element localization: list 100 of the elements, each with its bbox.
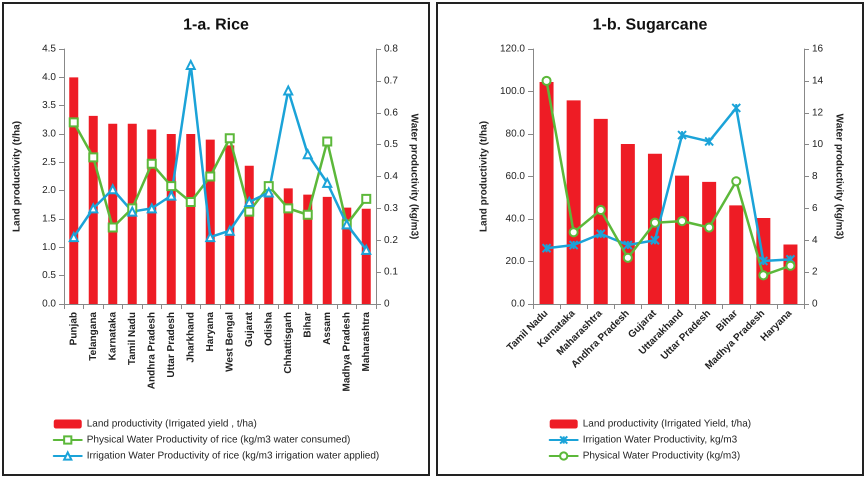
y-tick-label: 2.0 <box>42 185 56 196</box>
legend-label: Irrigation Water Productivity, kg/m3 <box>582 434 738 446</box>
bar <box>362 208 371 304</box>
y2-tick-label: 10 <box>812 139 824 150</box>
point <box>361 194 372 204</box>
y2-tick-label: 0.4 <box>384 171 398 182</box>
point <box>650 235 660 246</box>
y-tick-label: 0.0 <box>42 298 56 310</box>
y-tick-label: 0.0 <box>511 298 526 310</box>
x-tick-label: West Bengal <box>224 312 236 372</box>
y-tick-label: 3.5 <box>42 100 56 112</box>
y2-tick-label: 12 <box>812 107 824 118</box>
y2-tick-label: 0.7 <box>384 75 398 86</box>
x-tick-label: Maharashtra <box>360 312 372 372</box>
y2-tick-label: 0.3 <box>384 202 398 214</box>
bar <box>322 196 332 304</box>
point <box>244 197 254 207</box>
x-tick-label: Bihar <box>302 312 314 338</box>
y2-tick-label: 6 <box>812 202 818 214</box>
y2-tick-label: 0.1 <box>384 266 398 278</box>
bar <box>566 100 581 304</box>
x-tick-label: Karnataka <box>107 312 118 360</box>
bar <box>594 118 608 304</box>
point <box>677 216 688 226</box>
y-axis-title: Land productivity (t/ha) <box>12 120 22 232</box>
point <box>88 203 98 214</box>
point <box>108 222 118 232</box>
legend-label: Physical Water Productivity (kg/m3) <box>582 450 740 462</box>
point <box>88 152 98 162</box>
bar <box>69 77 78 304</box>
point <box>596 228 606 239</box>
y-tick-label: 40.0 <box>506 214 526 224</box>
x-tick-label: Assam <box>322 312 333 345</box>
point <box>568 240 579 250</box>
y2-tick-label: 16 <box>812 44 824 54</box>
point <box>186 60 196 70</box>
bar <box>284 188 293 304</box>
x-tick-label: Tamil Nadu <box>126 312 138 366</box>
point <box>283 203 294 214</box>
point <box>205 172 216 182</box>
point <box>758 256 768 266</box>
x-tick-label: Odisha <box>263 312 274 346</box>
point <box>731 102 742 113</box>
point <box>68 232 79 242</box>
bar <box>186 134 196 304</box>
point <box>758 270 768 280</box>
point <box>264 187 274 198</box>
legend-label: Land productivity (Irrigated Yield, t/ha) <box>582 418 752 430</box>
point <box>205 232 216 242</box>
y2-tick-label: 0.8 <box>384 44 398 54</box>
point <box>224 226 235 236</box>
y-tick-label: 1.5 <box>42 214 56 224</box>
y-tick-label: 2.5 <box>42 156 56 168</box>
point <box>283 85 294 96</box>
point <box>785 260 796 271</box>
x-tick-label: Chhattisgarh <box>282 312 294 374</box>
point <box>622 252 633 263</box>
point <box>542 76 552 86</box>
x-tick-label: Andhra Pradesh <box>146 312 158 390</box>
point <box>568 227 579 238</box>
point <box>146 203 157 214</box>
legend-label: Irrigation Water Productivity of rice (kg/m3 irrigation water applied) <box>86 450 380 462</box>
point <box>166 190 176 201</box>
point <box>704 222 714 232</box>
point <box>650 218 660 228</box>
point <box>302 149 313 160</box>
chart-title: 1-b. Sugarcane <box>592 16 708 34</box>
point <box>146 158 157 169</box>
y2-tick-label: 8 <box>812 171 818 182</box>
y2-tick-label: 4 <box>812 234 818 246</box>
bar <box>128 124 137 304</box>
y-tick-label: 20.0 <box>506 256 526 267</box>
y-tick-label: 1.0 <box>42 242 56 253</box>
y2-axis-title: Water productivity (kg/m3) <box>408 114 420 240</box>
x-tick-label: Gujarat <box>244 311 255 348</box>
y-tick-label: 120.0 <box>500 44 526 54</box>
point <box>127 206 138 217</box>
y2-axis-title: Water productivity (kg/m3) <box>834 114 845 240</box>
bar <box>540 82 554 304</box>
legend-label: Land productivity (Irrigated yield , t/ha) <box>86 418 257 430</box>
x-tick-label: Jharkhand <box>185 312 196 363</box>
point <box>677 130 688 140</box>
x-tick-label: Punjab <box>68 312 80 346</box>
point <box>224 133 235 144</box>
y-tick-label: 60.0 <box>506 171 526 182</box>
point <box>704 136 714 146</box>
bar <box>620 144 635 304</box>
point <box>108 184 118 194</box>
point <box>68 117 79 128</box>
point <box>731 176 742 186</box>
bar <box>729 205 744 304</box>
y2-tick-label: 0.6 <box>384 107 398 118</box>
y-tick-label: 4.5 <box>42 44 56 54</box>
point <box>622 240 633 250</box>
x-tick-label: Telangana <box>88 312 99 361</box>
y-tick-label: 100.0 <box>500 86 526 97</box>
y2-tick-label: 14 <box>812 75 824 86</box>
x-tick-label: Uttar Pradesh <box>166 312 177 378</box>
y-axis-title: Land productivity (t/ha) <box>478 120 490 232</box>
y-tick-label: 3.0 <box>42 128 56 140</box>
